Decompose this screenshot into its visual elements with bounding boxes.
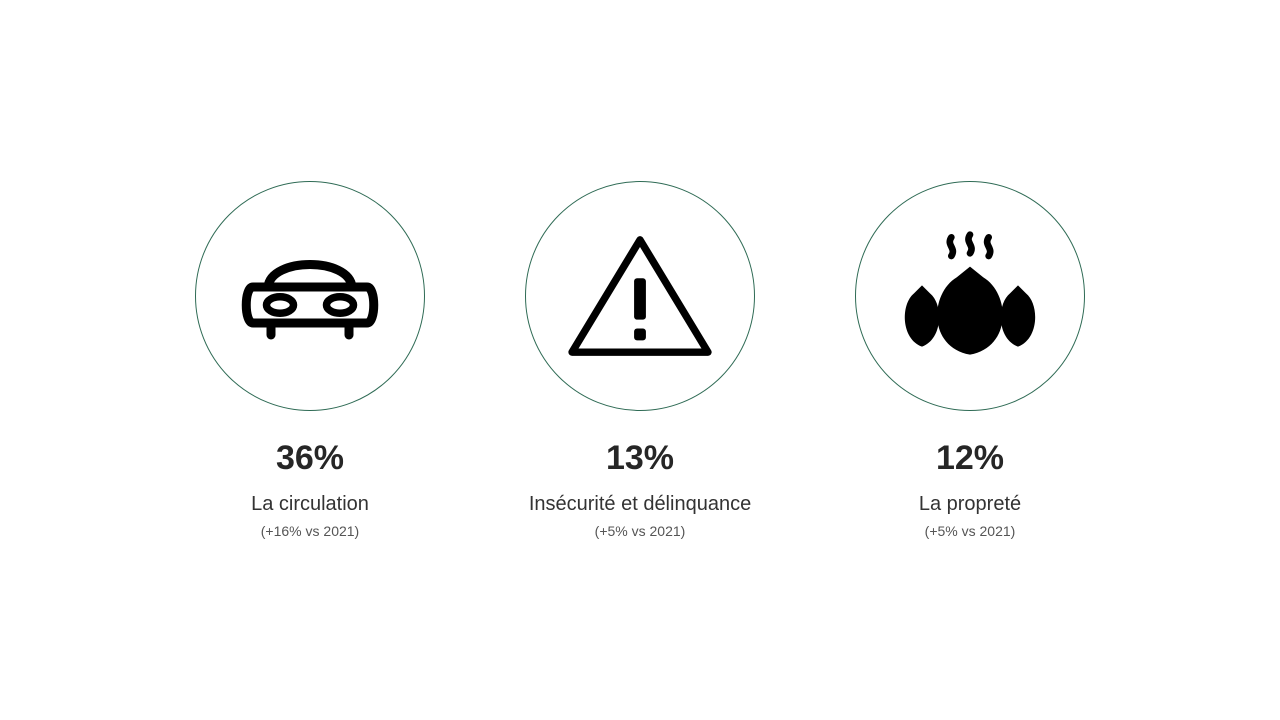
stat-percentage: 36% [276, 439, 344, 478]
stat-delta: (+5% vs 2021) [595, 523, 686, 539]
warning-icon [565, 231, 715, 361]
trash-bags-icon [890, 226, 1050, 366]
stat-percentage: 12% [936, 439, 1004, 478]
stat-icon-circle [855, 181, 1085, 411]
stat-percentage: 13% [606, 439, 674, 478]
stat-label: La propreté [919, 492, 1021, 517]
stat-icon-circle [525, 181, 755, 411]
car-icon [235, 236, 385, 356]
stat-delta: (+16% vs 2021) [261, 523, 359, 539]
stat-label: Insécurité et délinquance [529, 492, 751, 517]
stat-item: 12% La propreté (+5% vs 2021) [840, 181, 1100, 539]
stats-row: 36% La circulation (+16% vs 2021) 13% In… [180, 181, 1100, 539]
stat-icon-circle [195, 181, 425, 411]
stat-label: La circulation [251, 492, 369, 517]
stat-item: 13% Insécurité et délinquance (+5% vs 20… [510, 181, 770, 539]
stat-delta: (+5% vs 2021) [925, 523, 1016, 539]
stat-item: 36% La circulation (+16% vs 2021) [180, 181, 440, 539]
